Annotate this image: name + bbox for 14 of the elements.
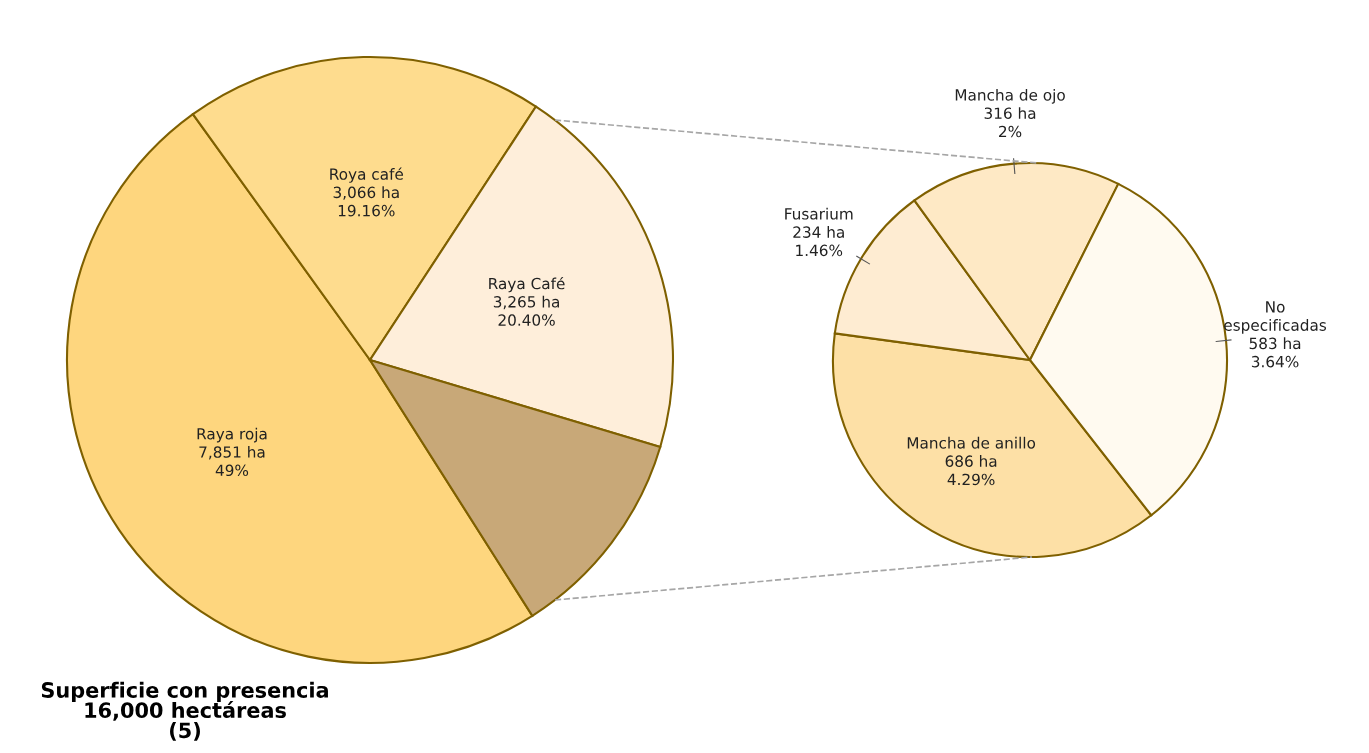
text: Superficie con presencia 16,000 hectáreas (5) <box>41 681 328 741</box>
data-label: 3,265 ha 20.40% <box>493 295 559 326</box>
data-label: 316 ha 2% <box>984 107 1036 138</box>
data-label: 583 ha 3.64% <box>1249 337 1301 368</box>
data-label: 3,066 ha 19.16% <box>333 186 399 217</box>
slice-label: Mancha de anillo <box>907 436 1036 449</box>
data-label: 7,851 ha 49% <box>199 445 265 477</box>
slice-label: Mancha de ojo <box>955 88 1065 104</box>
data-label: 686 ha 4.29% <box>945 455 997 486</box>
data-label: 234 ha 1.46% <box>793 226 844 257</box>
slice-label: Fusarium <box>785 207 853 220</box>
slice-label: Roya café <box>330 167 404 183</box>
slice-label: Raya roja <box>197 427 267 443</box>
slice-label: Raya Café <box>489 276 565 293</box>
